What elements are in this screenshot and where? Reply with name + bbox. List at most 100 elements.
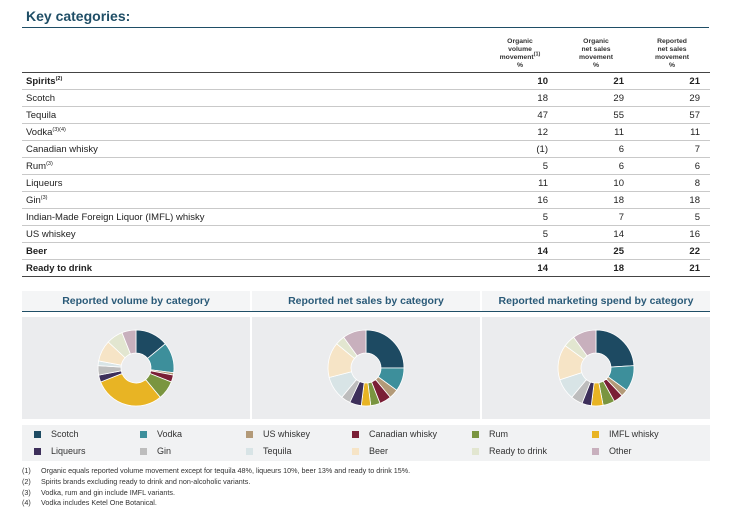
row-label: Rum(3) [22,157,482,175]
row-value: 21 [558,72,634,90]
legend-item: Vodka [140,429,182,439]
footnote: (2) Spirits brands excluding ready to dri… [22,476,251,486]
table-row: Rum(3) 5 6 6 [22,157,710,175]
row-label: US whiskey [22,225,482,243]
table-row: Scotch 18 29 29 [22,89,710,107]
legend-swatch [352,430,359,438]
legend-swatch [140,430,147,438]
legend-item: US whiskey [246,429,310,439]
legend-label: Tequila [263,446,292,456]
row-label: Gin(3) [22,191,482,209]
pie-title-volume: Reported volume by category [22,291,250,311]
row-value: 14 [482,242,558,260]
row-label: Canadian whisky [22,140,482,158]
row-value: 18 [482,89,558,107]
legend-swatch [592,430,599,438]
row-value: 5 [482,225,558,243]
row-value: 5 [482,157,558,175]
row-value: 12 [482,123,558,141]
pie-panel-volume [22,317,250,419]
row-value: 14 [482,259,558,277]
row-value: 25 [558,242,634,260]
footnote: (4) Vodka includes Ketel One Botanical. [22,498,157,508]
legend-label: Ready to drink [489,446,548,456]
legend-swatch [140,447,147,455]
row-value: 11 [634,123,710,141]
row-value: 55 [558,106,634,124]
row-value: 11 [558,123,634,141]
pie-slice-scotch [595,329,635,368]
table-row: Liqueurs 11 10 8 [22,174,710,192]
footnote: (1) Organic equals reported volume moveme… [22,466,411,475]
legend-item: Liqueurs [34,446,86,456]
pie-panel-net-sales [252,317,480,419]
legend-label: US whiskey [263,429,311,439]
pie-slice-scotch [365,329,405,369]
row-value: 6 [634,157,710,175]
row-value: 14 [558,225,634,243]
row-value: 29 [634,89,710,107]
row-label: Indian-Made Foreign Liquor (IMFL) whisky [22,208,482,226]
row-value: 5 [482,208,558,226]
legend-swatch [472,430,479,438]
row-value: 11 [482,174,558,192]
legend-swatch [246,430,253,438]
pie-slice-other [121,329,137,355]
legend-swatch [34,430,41,438]
header-reported-net-sales: Reported net sales movement % [655,38,689,69]
row-value: (1) [482,140,558,158]
legend-swatch [472,447,479,455]
pie-charts-area [22,317,710,419]
row-label: Tequila [22,106,482,124]
row-value: 6 [558,157,634,175]
row-value: 16 [634,225,710,243]
row-label: Ready to drink [22,259,482,277]
legend-item: Canadian whisky [352,429,437,439]
row-value: 18 [558,191,634,209]
table-row: US whiskey 5 14 16 [22,225,710,243]
section-title: Key categories: [26,8,131,24]
pie-chart-net-sales [327,329,405,407]
legend-label: Rum [489,429,509,439]
table-row: Canadian whisky (1) 6 7 [22,140,710,158]
legend-item: Gin [140,446,171,456]
row-value: 18 [634,191,710,209]
table-row: Gin(3) 16 18 18 [22,191,710,209]
row-value: 7 [634,140,710,158]
legend-swatch [246,447,253,455]
table-row: Spirits(2) 10 21 21 [22,72,710,90]
table-body: Spirits(2) 10 21 21 Scotch 18 29 29 Tequila 47 55 5… [22,72,710,277]
legend-item: IMFL whisky [592,429,659,439]
row-value: 21 [634,259,710,277]
legend-item: Rum [472,429,508,439]
row-value: 47 [482,106,558,124]
legend-label: Beer [369,446,389,456]
row-value: 29 [558,89,634,107]
key-categories-table: Organic volume movement(1) % Organic net… [22,30,710,277]
legend-label: Gin [157,446,172,456]
header-category [22,30,482,73]
row-value: 57 [634,106,710,124]
table-row: Beer 14 25 22 [22,242,710,260]
pie-slice-other [573,329,597,357]
table-header-row: Organic volume movement(1) % Organic net… [22,30,710,73]
row-value: 10 [482,72,558,90]
pie-slice-other [343,329,367,357]
footnotes: (1) Organic equals reported volume moveme… [22,466,410,509]
legend-label: Canadian whisky [369,429,438,439]
pie-title-marketing: Reported marketing spend by category [482,291,710,311]
row-label: Liqueurs [22,174,482,192]
legend-swatch [34,447,41,455]
row-value: 22 [634,242,710,260]
table-row: Tequila 47 55 57 [22,106,710,124]
row-label: Scotch [22,89,482,107]
row-value: 16 [482,191,558,209]
pie-chart-marketing [557,329,635,407]
legend-label: Other [609,446,632,456]
legend-item: Beer [352,446,388,456]
pie-title-net-sales: Reported net sales by category [252,291,480,311]
legend-swatch [352,447,359,455]
row-value: 8 [634,174,710,192]
row-value: 10 [558,174,634,192]
row-value: 21 [634,72,710,90]
